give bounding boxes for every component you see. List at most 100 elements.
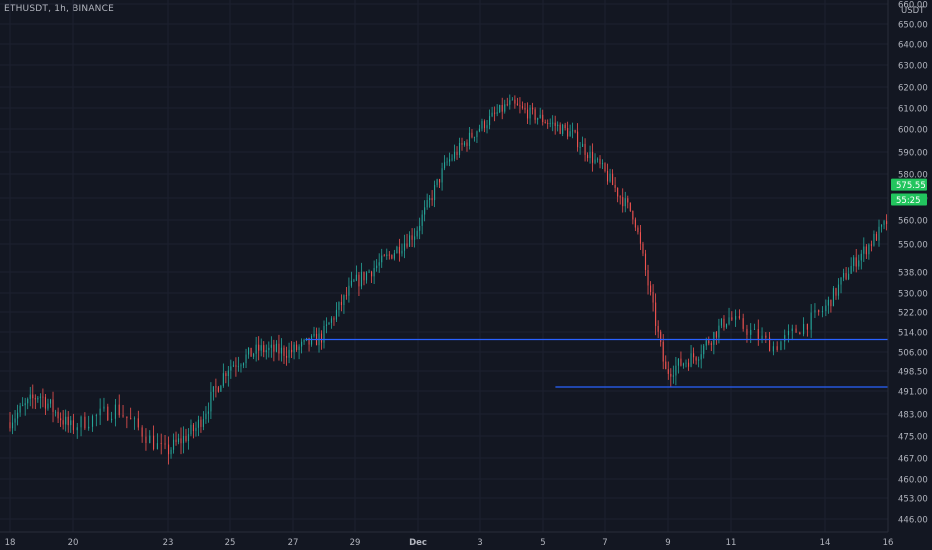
candle-body xyxy=(509,100,511,105)
price-tick-label: 453.00 xyxy=(898,495,928,505)
candle-body xyxy=(17,412,19,419)
candle-body xyxy=(260,345,262,351)
candle-body xyxy=(149,435,151,443)
price-tick-label: 530.00 xyxy=(898,290,928,300)
candle-body xyxy=(534,109,536,120)
candle-body xyxy=(133,418,136,420)
candle-body xyxy=(376,265,378,269)
candle-body xyxy=(320,333,323,343)
candle-body xyxy=(670,373,672,377)
candle-body xyxy=(235,365,237,367)
candle-body xyxy=(567,128,569,137)
candle-body xyxy=(91,416,94,427)
candle-body xyxy=(519,105,521,107)
candle-body xyxy=(217,387,219,392)
candle-body xyxy=(617,187,619,197)
candle-body xyxy=(293,344,295,353)
candle-body xyxy=(27,398,29,404)
candle-body xyxy=(192,424,195,432)
candle-body xyxy=(746,328,748,335)
candle-body xyxy=(496,112,498,114)
candle-body xyxy=(237,366,239,368)
price-tick-label: 460.00 xyxy=(898,476,928,486)
candle-body xyxy=(526,109,529,119)
candle-body xyxy=(330,318,333,323)
candle-body xyxy=(164,443,166,445)
candle-body xyxy=(855,257,857,267)
candle-body xyxy=(185,435,187,442)
candle-body xyxy=(441,168,443,183)
price-labels: 575.55 55:25 xyxy=(891,178,927,206)
candle-body xyxy=(858,260,860,267)
candle-body xyxy=(731,317,733,320)
candle-body xyxy=(720,318,722,326)
candle-body xyxy=(126,416,128,419)
candle-body xyxy=(416,230,418,237)
candle-body xyxy=(473,137,476,138)
candle-body xyxy=(675,365,677,376)
candle-body xyxy=(682,363,685,366)
candle-body xyxy=(429,198,431,201)
candle-body xyxy=(95,415,97,417)
candle-body xyxy=(466,142,468,146)
candle-body xyxy=(258,344,260,351)
time-tick-label: 18 xyxy=(5,538,16,548)
candle-body xyxy=(114,404,116,419)
price-tick-label: 660.00 xyxy=(898,1,928,11)
time-tick-label: 5 xyxy=(540,538,545,548)
candle-body xyxy=(690,353,692,367)
candle-body xyxy=(449,159,451,162)
candle-body xyxy=(499,104,501,113)
candle-body xyxy=(601,163,604,165)
candle-body xyxy=(562,124,564,134)
candle-body xyxy=(532,107,534,110)
price-tick-label: 650.00 xyxy=(898,21,928,31)
symbol-info: ETHUSDT, 1h, BINANCE xyxy=(4,4,114,14)
candle-body xyxy=(698,359,700,361)
candle-body xyxy=(483,121,486,129)
time-tick-label: 3 xyxy=(477,538,482,548)
candle-body xyxy=(695,357,697,361)
candle-body xyxy=(227,370,229,377)
candle-body xyxy=(591,151,594,163)
candle-body xyxy=(24,403,26,406)
candle-body xyxy=(202,419,204,427)
candle-body xyxy=(579,146,581,148)
candle-body xyxy=(703,345,705,355)
candle-body xyxy=(424,207,426,215)
candle-body xyxy=(700,354,702,360)
candle-body xyxy=(39,396,41,398)
candle-body xyxy=(310,335,313,345)
candle-body xyxy=(486,125,488,129)
candle-body xyxy=(388,254,390,256)
candle-body xyxy=(814,310,816,313)
candle-body xyxy=(111,418,113,421)
price-axis[interactable]: 446.00 453.00 460.00 467.00 475.00 483.00 491.… xyxy=(887,0,932,550)
price-unit-label: USDT xyxy=(901,6,925,16)
price-label-box xyxy=(891,193,927,206)
candle-body xyxy=(263,345,265,353)
candle-body xyxy=(177,438,180,443)
candle-body xyxy=(232,365,234,367)
candle-body xyxy=(296,344,298,351)
candle-body xyxy=(524,107,526,110)
candle-body xyxy=(632,210,634,220)
candle-body xyxy=(639,232,641,244)
candle-body xyxy=(772,346,774,352)
candle-body xyxy=(738,316,740,319)
candle-body xyxy=(434,185,436,201)
candle-body xyxy=(200,419,202,427)
candle-body xyxy=(504,104,506,112)
candle-body xyxy=(549,123,551,124)
time-tick-label: Dec xyxy=(409,538,427,548)
time-tick-label: 27 xyxy=(288,538,299,548)
candle-body xyxy=(44,397,46,409)
candle-body xyxy=(599,158,601,165)
candle-body xyxy=(265,350,267,353)
time-axis-background xyxy=(0,532,932,550)
candle-body xyxy=(799,332,801,335)
time-tick-label: 14 xyxy=(820,538,831,548)
time-axis[interactable]: 18 20 23 25 27 29 Dec 3 5 7 9 11 14 16 xyxy=(0,531,932,550)
candle-body xyxy=(757,329,759,340)
